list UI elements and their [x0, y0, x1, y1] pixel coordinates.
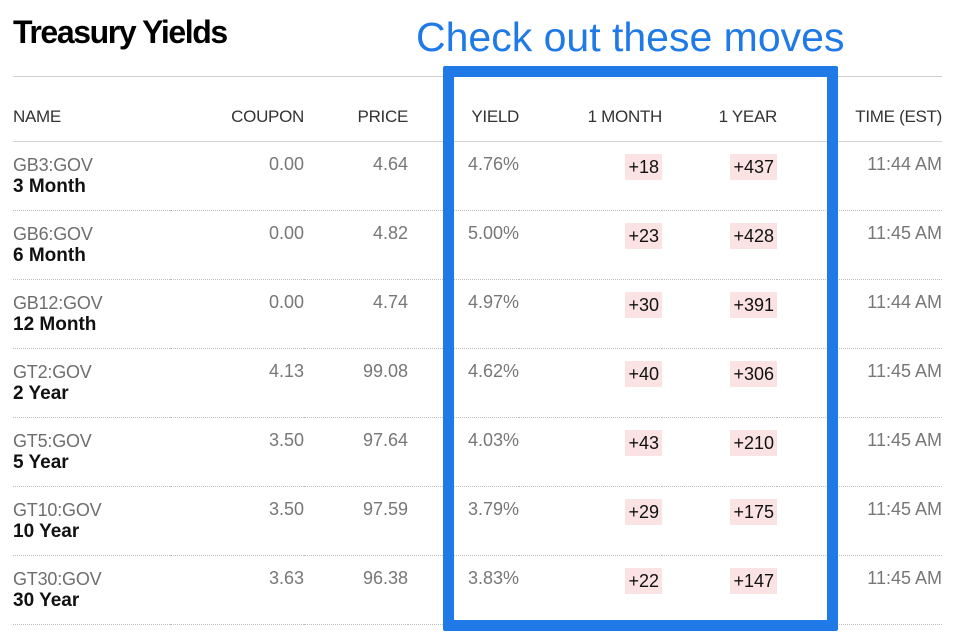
1-month-change: +23: [625, 223, 662, 249]
security-symbol[interactable]: GT2:GOV: [13, 362, 92, 382]
time-value: 11:45 AM: [867, 361, 942, 381]
header-yield[interactable]: YIELD: [408, 93, 519, 142]
header-coupon[interactable]: COUPON: [170, 93, 304, 142]
time-value: 11:45 AM: [867, 568, 942, 588]
header-price[interactable]: PRICE: [304, 93, 408, 142]
security-symbol[interactable]: GB12:GOV: [13, 293, 103, 313]
security-symbol[interactable]: GB3:GOV: [13, 155, 93, 175]
table-row[interactable]: GT2:GOV 2 Year 4.13 99.08 4.62% +40 +306…: [13, 348, 942, 418]
price-value: 4.74: [372, 292, 408, 312]
security-name: 12 Month: [13, 314, 97, 335]
table-row[interactable]: GB12:GOV 12 Month 0.00 4.74 4.97% +30 +3…: [13, 279, 942, 349]
table-row[interactable]: GB3:GOV 3 Month 0.00 4.64 4.76% +18 +437…: [13, 141, 942, 211]
security-name: 3 Month: [13, 176, 86, 197]
time-value: 11:45 AM: [867, 499, 942, 519]
time-value: 11:45 AM: [867, 430, 942, 450]
1-year-change: +391: [730, 292, 777, 318]
price-value: 99.08: [362, 361, 408, 381]
yield-value: 4.76%: [467, 154, 519, 174]
security-symbol[interactable]: GT30:GOV: [13, 569, 102, 589]
price-value: 4.82: [372, 223, 408, 243]
header-name[interactable]: NAME: [13, 93, 170, 142]
header-1-year[interactable]: 1 YEAR: [662, 93, 777, 142]
1-month-change: +30: [625, 292, 662, 318]
header-1-month[interactable]: 1 MONTH: [519, 93, 662, 142]
security-name: 6 Month: [13, 245, 86, 266]
1-year-change: +306: [730, 361, 777, 387]
1-month-change: +18: [625, 154, 662, 180]
security-name: 2 Year: [13, 383, 69, 404]
yield-value: 4.62%: [467, 361, 519, 381]
1-year-change: +428: [730, 223, 777, 249]
coupon-value: 4.13: [268, 361, 304, 381]
price-value: 96.38: [362, 568, 408, 588]
yield-value: 4.97%: [467, 292, 519, 312]
table-row[interactable]: GT10:GOV 10 Year 3.50 97.59 3.79% +29 +1…: [13, 486, 942, 556]
1-year-change: +210: [730, 430, 777, 456]
coupon-value: 3.63: [268, 568, 304, 588]
security-symbol[interactable]: GT10:GOV: [13, 500, 102, 520]
price-value: 97.59: [362, 499, 408, 519]
time-value: 11:44 AM: [867, 154, 942, 174]
coupon-value: 0.00: [268, 292, 304, 312]
treasury-yields-table: NAME COUPON PRICE YIELD 1 MONTH 1 YEAR T…: [13, 93, 942, 625]
security-symbol[interactable]: GB6:GOV: [13, 224, 93, 244]
yield-value: 3.83%: [467, 568, 519, 588]
yield-value: 3.79%: [467, 499, 519, 519]
security-name: 30 Year: [13, 590, 80, 611]
table-row[interactable]: GT30:GOV 30 Year 3.63 96.38 3.83% +22 +1…: [13, 555, 942, 625]
coupon-value: 3.50: [268, 499, 304, 519]
table-row[interactable]: GT5:GOV 5 Year 3.50 97.64 4.03% +43 +210…: [13, 417, 942, 487]
yield-value: 5.00%: [467, 223, 519, 243]
1-year-change: +437: [730, 154, 777, 180]
security-name: 10 Year: [13, 521, 80, 542]
time-value: 11:44 AM: [867, 292, 942, 312]
annotation-text: Check out these moves: [416, 14, 845, 60]
1-year-change: +147: [730, 568, 777, 594]
coupon-value: 0.00: [268, 223, 304, 243]
security-name: 5 Year: [13, 452, 69, 473]
header-time[interactable]: TIME (EST): [777, 93, 942, 142]
coupon-value: 0.00: [268, 154, 304, 174]
yield-value: 4.03%: [467, 430, 519, 450]
top-divider: [13, 76, 942, 77]
price-value: 4.64: [372, 154, 408, 174]
coupon-value: 3.50: [268, 430, 304, 450]
1-year-change: +175: [730, 499, 777, 525]
1-month-change: +29: [625, 499, 662, 525]
table-header-row: NAME COUPON PRICE YIELD 1 MONTH 1 YEAR T…: [13, 93, 942, 142]
1-month-change: +22: [625, 568, 662, 594]
page-title: Treasury Yields: [13, 14, 228, 50]
table-row[interactable]: GB6:GOV 6 Month 0.00 4.82 5.00% +23 +428…: [13, 210, 942, 280]
time-value: 11:45 AM: [867, 223, 942, 243]
security-symbol[interactable]: GT5:GOV: [13, 431, 92, 451]
1-month-change: +43: [625, 430, 662, 456]
price-value: 97.64: [362, 430, 408, 450]
1-month-change: +40: [625, 361, 662, 387]
